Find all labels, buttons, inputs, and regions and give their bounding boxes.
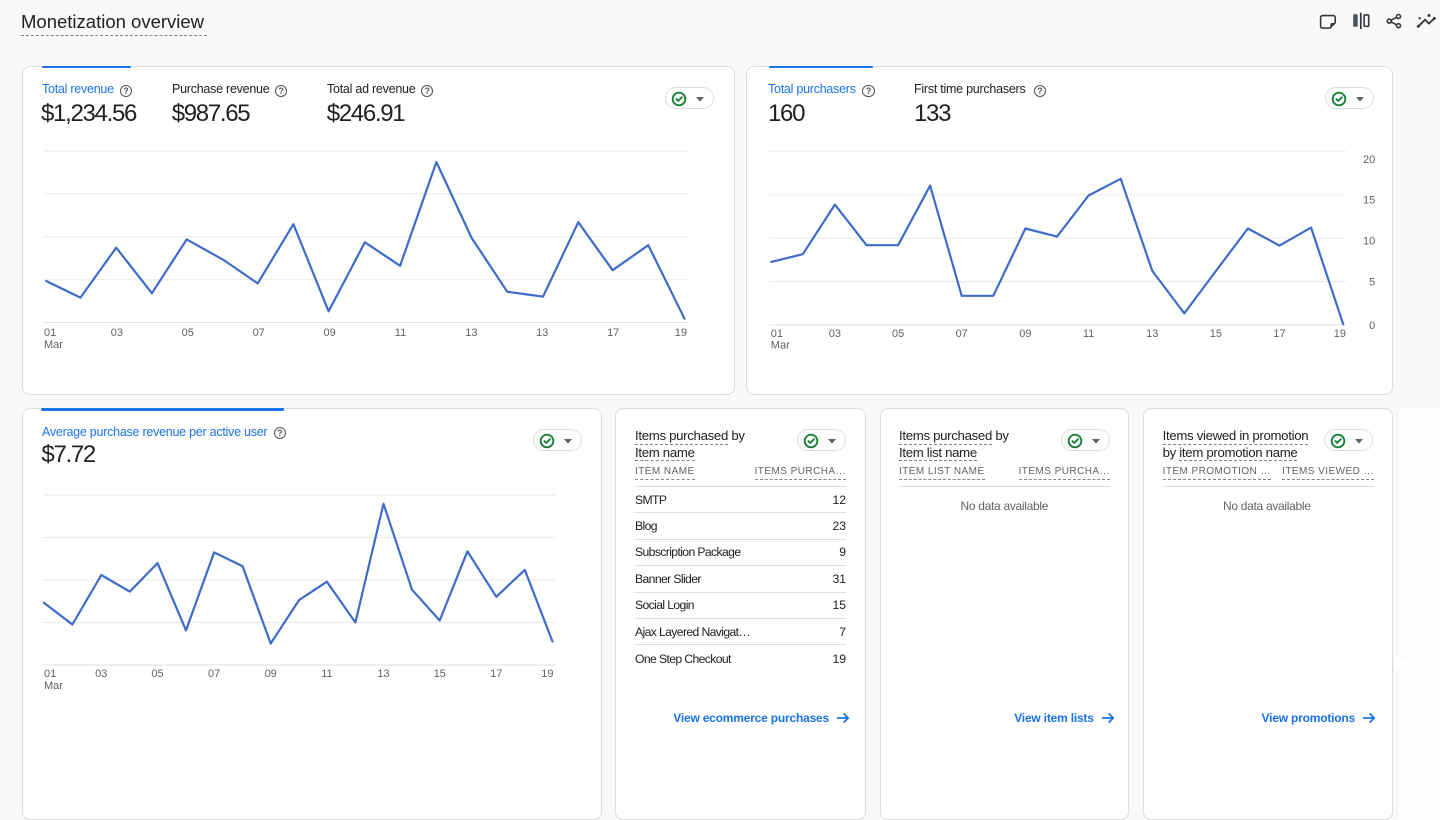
svg-text:01: 01 bbox=[771, 328, 783, 340]
svg-text:09: 09 bbox=[1019, 328, 1031, 340]
svg-text:07: 07 bbox=[956, 328, 968, 340]
svg-text:15: 15 bbox=[1210, 328, 1222, 340]
svg-text:07: 07 bbox=[253, 327, 265, 339]
svg-text:01: 01 bbox=[44, 668, 56, 680]
svg-text:17: 17 bbox=[607, 327, 619, 339]
svg-text:09: 09 bbox=[323, 327, 335, 339]
svg-text:0: 0 bbox=[1369, 320, 1375, 332]
svg-text:19: 19 bbox=[541, 668, 553, 680]
svg-text:Mar: Mar bbox=[44, 680, 63, 692]
svg-text:13: 13 bbox=[536, 327, 548, 339]
svg-text:13: 13 bbox=[1146, 328, 1158, 340]
svg-text:11: 11 bbox=[395, 327, 406, 339]
svg-text:17: 17 bbox=[490, 668, 502, 680]
svg-text:Mar: Mar bbox=[771, 340, 790, 352]
svg-text:11: 11 bbox=[321, 668, 332, 680]
svg-text:15: 15 bbox=[434, 668, 446, 680]
svg-text:11: 11 bbox=[1083, 328, 1094, 340]
svg-text:15: 15 bbox=[1363, 195, 1375, 207]
svg-text:Mar: Mar bbox=[44, 339, 63, 351]
svg-text:03: 03 bbox=[829, 328, 841, 340]
svg-text:13: 13 bbox=[465, 327, 477, 339]
svg-text:5: 5 bbox=[1369, 277, 1375, 289]
svg-text:13: 13 bbox=[377, 668, 389, 680]
svg-text:03: 03 bbox=[111, 327, 123, 339]
svg-text:03: 03 bbox=[95, 668, 107, 680]
svg-text:17: 17 bbox=[1273, 328, 1285, 340]
svg-text:19: 19 bbox=[675, 327, 687, 339]
svg-text:01: 01 bbox=[44, 327, 56, 339]
svg-text:05: 05 bbox=[892, 328, 904, 340]
svg-text:20: 20 bbox=[1363, 154, 1375, 166]
svg-text:09: 09 bbox=[265, 668, 277, 680]
svg-text:07: 07 bbox=[208, 668, 220, 680]
svg-text:05: 05 bbox=[151, 668, 163, 680]
svg-text:05: 05 bbox=[182, 327, 194, 339]
svg-text:10: 10 bbox=[1363, 235, 1375, 247]
svg-text:19: 19 bbox=[1334, 328, 1346, 340]
